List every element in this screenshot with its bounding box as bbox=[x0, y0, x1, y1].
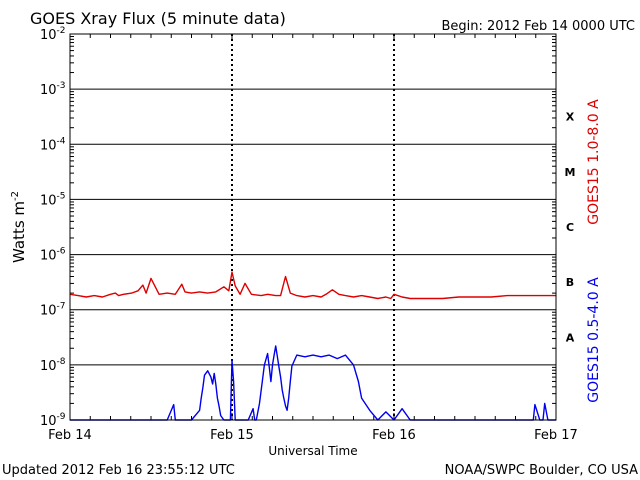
y-tick-label-7: 10-9 bbox=[40, 412, 66, 429]
y-tick-exp: -9 bbox=[57, 412, 66, 422]
flare-class-b: B bbox=[566, 276, 574, 289]
chart-title: GOES Xray Flux (5 minute data) bbox=[30, 9, 286, 28]
y-tick-label-6: 10-8 bbox=[40, 357, 66, 374]
y-tick-base: 10 bbox=[40, 249, 57, 264]
y-tick-exp: -7 bbox=[57, 302, 66, 312]
y-tick-label-0: 10-2 bbox=[40, 26, 66, 43]
y-axis-label-text: Watts m bbox=[10, 201, 28, 263]
y-tick-label-2: 10-4 bbox=[40, 136, 66, 153]
flare-class-a: A bbox=[566, 331, 575, 344]
y-tick-base: 10 bbox=[40, 359, 57, 374]
series-layer bbox=[69, 271, 556, 421]
updated-timestamp: Updated 2012 Feb 16 23:55:12 UTC bbox=[2, 463, 235, 478]
x-tick-labels: Feb 14 Feb 15 Feb 16 Feb 17 bbox=[48, 428, 578, 443]
x-tick-label-2: Feb 16 bbox=[372, 428, 416, 443]
y-tick-exp: -5 bbox=[57, 191, 66, 201]
x-tick-label-1: Feb 15 bbox=[210, 428, 254, 443]
y-tick-base: 10 bbox=[40, 304, 57, 319]
plot-frame bbox=[69, 33, 557, 421]
y-tick-exp: -6 bbox=[57, 247, 66, 257]
y-axis-label: Watts m-2 bbox=[10, 191, 28, 263]
y-tick-exp: -4 bbox=[57, 136, 66, 146]
y-tick-base: 10 bbox=[40, 193, 57, 208]
series-line-1 bbox=[70, 345, 556, 421]
y-tick-label-5: 10-7 bbox=[40, 302, 66, 319]
y-tick-base: 10 bbox=[40, 414, 57, 429]
credit-label: NOAA/SWPC Boulder, CO USA bbox=[445, 463, 638, 478]
flare-class-labels: X M C B A bbox=[565, 111, 576, 345]
x-axis-label: Universal Time bbox=[268, 444, 357, 458]
flare-class-m: M bbox=[565, 166, 576, 179]
flare-class-x: X bbox=[566, 111, 575, 124]
begin-label: Begin: 2012 Feb 14 0000 UTC bbox=[441, 19, 635, 34]
x-tick-label-0: Feb 14 bbox=[48, 428, 92, 443]
y-tick-exp: -8 bbox=[57, 357, 66, 367]
flare-class-c: C bbox=[566, 221, 574, 234]
y-tick-label-3: 10-5 bbox=[40, 191, 66, 208]
series-line-0 bbox=[69, 271, 556, 300]
y-tick-label-4: 10-6 bbox=[40, 247, 66, 264]
y-tick-labels: 10-210-310-410-510-610-710-810-9 bbox=[40, 26, 66, 429]
y-tick-base: 10 bbox=[40, 83, 57, 98]
y-tick-exp: -2 bbox=[57, 26, 66, 36]
y-axis-label-sup: -2 bbox=[10, 191, 21, 201]
y-tick-exp: -3 bbox=[57, 81, 66, 91]
y-tick-base: 10 bbox=[40, 138, 57, 153]
legend-series-blue: GOES15 0.5-4.0 A bbox=[586, 277, 602, 403]
x-tick-label-3: Feb 17 bbox=[534, 428, 578, 443]
y-tick-label-1: 10-3 bbox=[40, 81, 66, 98]
grid-layer bbox=[69, 33, 557, 421]
legend-series-red: GOES15 1.0-8.0 A bbox=[586, 99, 602, 225]
y-tick-base: 10 bbox=[40, 28, 57, 43]
